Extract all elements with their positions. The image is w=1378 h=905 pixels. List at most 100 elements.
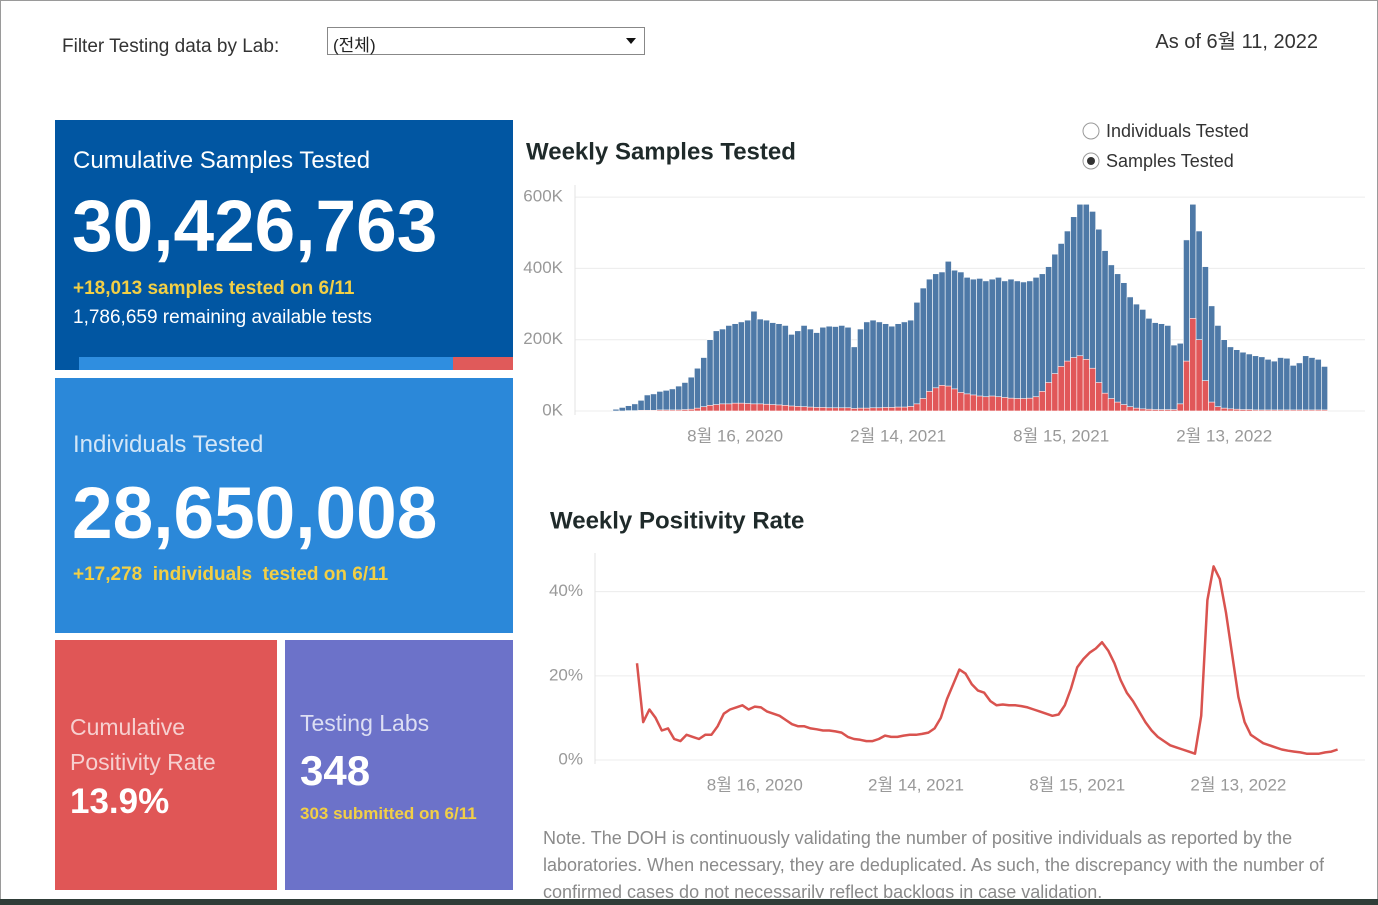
x-tick-label: 2월 13, 2022 bbox=[1190, 775, 1286, 794]
bar bbox=[1082, 359, 1090, 412]
bar bbox=[769, 404, 777, 412]
lab-dropdown[interactable]: (전체) bbox=[327, 27, 645, 55]
bar bbox=[756, 403, 764, 412]
bar bbox=[694, 367, 701, 412]
bar bbox=[1126, 406, 1134, 412]
bar bbox=[612, 408, 620, 412]
bar bbox=[938, 385, 946, 412]
bar bbox=[976, 395, 984, 412]
bar bbox=[882, 407, 890, 412]
x-tick-label: 8월 16, 2020 bbox=[687, 426, 783, 445]
bar bbox=[1277, 409, 1285, 412]
bar bbox=[788, 334, 795, 412]
toggle-label[interactable]: Samples Tested bbox=[1106, 151, 1234, 171]
card-title: Cumulative Samples Tested bbox=[73, 147, 371, 174]
bar bbox=[1145, 318, 1153, 412]
bar bbox=[700, 406, 708, 412]
card-remaining: 1,786,659 remaining available tests bbox=[73, 307, 372, 328]
bar bbox=[675, 385, 683, 412]
bar bbox=[712, 330, 720, 412]
bar bbox=[769, 322, 777, 412]
bar bbox=[1139, 309, 1147, 412]
bar bbox=[781, 404, 789, 412]
bar bbox=[756, 318, 764, 412]
bar bbox=[1208, 401, 1216, 412]
bar bbox=[1158, 409, 1165, 412]
y-tick-label: 0K bbox=[542, 400, 563, 419]
toggle-option[interactable]: Samples Tested bbox=[1082, 151, 1234, 171]
bar bbox=[1252, 409, 1259, 412]
bar bbox=[1264, 359, 1272, 412]
bar bbox=[1227, 346, 1234, 412]
line bbox=[635, 565, 1339, 755]
y-tick-label: 40% bbox=[549, 581, 583, 600]
bar bbox=[869, 407, 877, 412]
bar bbox=[1308, 409, 1316, 412]
bar bbox=[1057, 366, 1065, 412]
bar bbox=[857, 328, 864, 412]
x-tick-label: 8월 15, 2021 bbox=[1029, 775, 1125, 794]
bar bbox=[1013, 398, 1021, 412]
bar bbox=[1070, 357, 1078, 412]
bar bbox=[681, 382, 689, 412]
bar bbox=[882, 323, 890, 412]
bar bbox=[1283, 357, 1291, 412]
bar bbox=[1321, 409, 1328, 412]
bar bbox=[1089, 367, 1096, 412]
bar bbox=[656, 409, 664, 412]
bar bbox=[794, 406, 802, 412]
bar bbox=[875, 407, 883, 412]
bar bbox=[806, 406, 814, 412]
bar bbox=[869, 319, 877, 412]
bar bbox=[750, 403, 758, 412]
bar bbox=[1295, 409, 1303, 412]
bar bbox=[1283, 409, 1291, 412]
bar bbox=[995, 277, 1002, 412]
bar bbox=[1252, 355, 1259, 412]
x-tick-label: 8월 16, 2020 bbox=[707, 775, 803, 794]
bar bbox=[1214, 325, 1222, 412]
bar bbox=[744, 319, 752, 412]
bar bbox=[794, 330, 802, 412]
bar bbox=[1270, 409, 1278, 412]
bar bbox=[1258, 356, 1266, 412]
bar bbox=[1145, 408, 1153, 412]
card-today: +18,013 samples tested on 6/11 bbox=[73, 278, 355, 299]
bar bbox=[913, 403, 921, 412]
card-value: 28,650,008 bbox=[72, 473, 438, 554]
bar bbox=[850, 408, 858, 412]
bar bbox=[988, 278, 996, 412]
bar bbox=[668, 388, 676, 412]
bar bbox=[1132, 407, 1140, 412]
bar bbox=[894, 323, 902, 412]
bar bbox=[1107, 264, 1115, 412]
charts: Weekly Samples Tested Weekly Positivity … bbox=[523, 121, 1365, 794]
bar bbox=[763, 319, 770, 412]
chart-title: Weekly Positivity Rate bbox=[550, 507, 804, 534]
bar bbox=[637, 409, 645, 412]
toggle-option[interactable]: Individuals Tested bbox=[1082, 121, 1249, 141]
toggle-label[interactable]: Individuals Tested bbox=[1106, 121, 1249, 141]
bar bbox=[1170, 409, 1178, 412]
bar bbox=[832, 326, 839, 412]
bar bbox=[1264, 409, 1272, 412]
bar bbox=[850, 346, 858, 412]
bar bbox=[643, 409, 651, 412]
bar bbox=[982, 280, 990, 412]
bar bbox=[1064, 360, 1071, 412]
samples-card: Cumulative Samples Tested 30,426,763 +18… bbox=[55, 120, 513, 370]
bar bbox=[1308, 357, 1316, 412]
bar bbox=[706, 339, 714, 412]
bar bbox=[1239, 351, 1247, 412]
bar bbox=[988, 395, 996, 412]
bar bbox=[800, 406, 808, 412]
bar bbox=[687, 408, 695, 412]
radio[interactable] bbox=[1082, 122, 1100, 140]
bar bbox=[1245, 353, 1253, 412]
bar bbox=[976, 278, 984, 412]
bar bbox=[919, 398, 927, 412]
card-today: +17,278 individuals tested on 6/11 bbox=[73, 564, 389, 585]
bar bbox=[963, 393, 971, 412]
bar bbox=[907, 319, 915, 412]
y-tick-label: 20% bbox=[549, 665, 583, 684]
